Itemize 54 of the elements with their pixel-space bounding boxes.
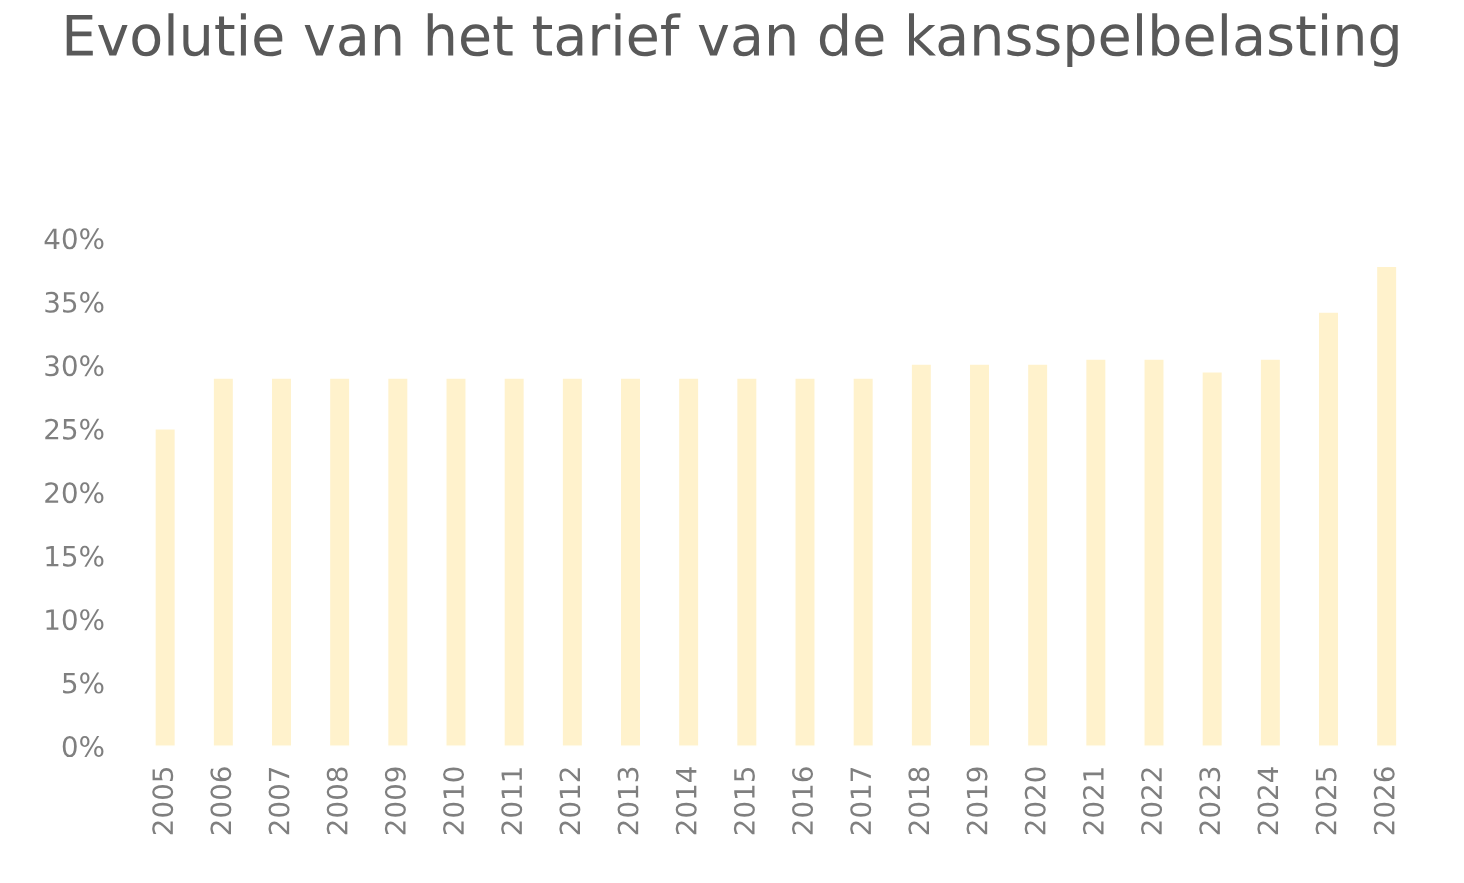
bar [794, 377, 816, 747]
x-tick-label: 2006 [210, 767, 232, 835]
x-tick-label: 2013 [617, 767, 639, 835]
bar [561, 377, 584, 747]
bar [386, 377, 409, 747]
y-tick-label: 40% [44, 228, 104, 250]
x-tick-label: 2007 [268, 767, 290, 835]
y-tick-label: 30% [45, 355, 104, 377]
x-tick-label: 2005 [152, 768, 174, 835]
x-tick-label: 2016 [792, 767, 814, 835]
x-tick-label: 2025 [1315, 768, 1337, 835]
y-tick-label: 0% [62, 736, 104, 758]
bar [154, 428, 177, 747]
x-tick-label: 2018 [908, 767, 930, 835]
x-tick-label: 2023 [1199, 767, 1221, 835]
x-tick-label: 2011 [501, 768, 523, 835]
bar [1201, 370, 1224, 747]
x-tick-label: 2026 [1373, 767, 1395, 835]
bar [910, 363, 933, 747]
x-tick-label: 2010 [443, 767, 465, 835]
x-tick-label: 2009 [384, 767, 406, 835]
x-tick-label: 2017 [850, 767, 872, 835]
x-tick-label: 2021 [1082, 768, 1104, 835]
bar [735, 377, 758, 747]
bar [1375, 265, 1398, 747]
chart-title: Evolutie van het tarief van de kansspelbelasting [66, 13, 1398, 68]
bar [212, 377, 235, 747]
y-tick-label: 5% [63, 672, 104, 694]
bar [1026, 363, 1049, 747]
bar [1143, 358, 1165, 747]
y-tick-label: 35% [45, 291, 104, 313]
x-tick-label: 2008 [326, 767, 348, 835]
bar [852, 377, 875, 747]
bar [1317, 311, 1340, 747]
bar [619, 377, 642, 747]
x-tick-label: 2019 [966, 767, 988, 835]
bar [328, 377, 351, 747]
bar [270, 377, 293, 747]
y-tick-label: 10% [46, 609, 104, 631]
bar [677, 377, 700, 747]
bar [1084, 358, 1107, 747]
bar [1259, 358, 1282, 747]
x-tick-label: 2012 [559, 768, 581, 835]
y-tick-label: 25% [45, 418, 104, 440]
x-tick-label: 2022 [1141, 768, 1163, 835]
bar [445, 377, 467, 747]
x-tick-label: 2015 [733, 768, 755, 835]
x-tick-label: 2014 [675, 767, 697, 835]
y-tick-label: 20% [45, 482, 104, 504]
bar [968, 363, 991, 747]
x-tick-label: 2020 [1024, 767, 1046, 835]
y-tick-label: 15% [46, 545, 104, 567]
x-tick-label: 2024 [1257, 767, 1279, 835]
bar [503, 377, 526, 747]
